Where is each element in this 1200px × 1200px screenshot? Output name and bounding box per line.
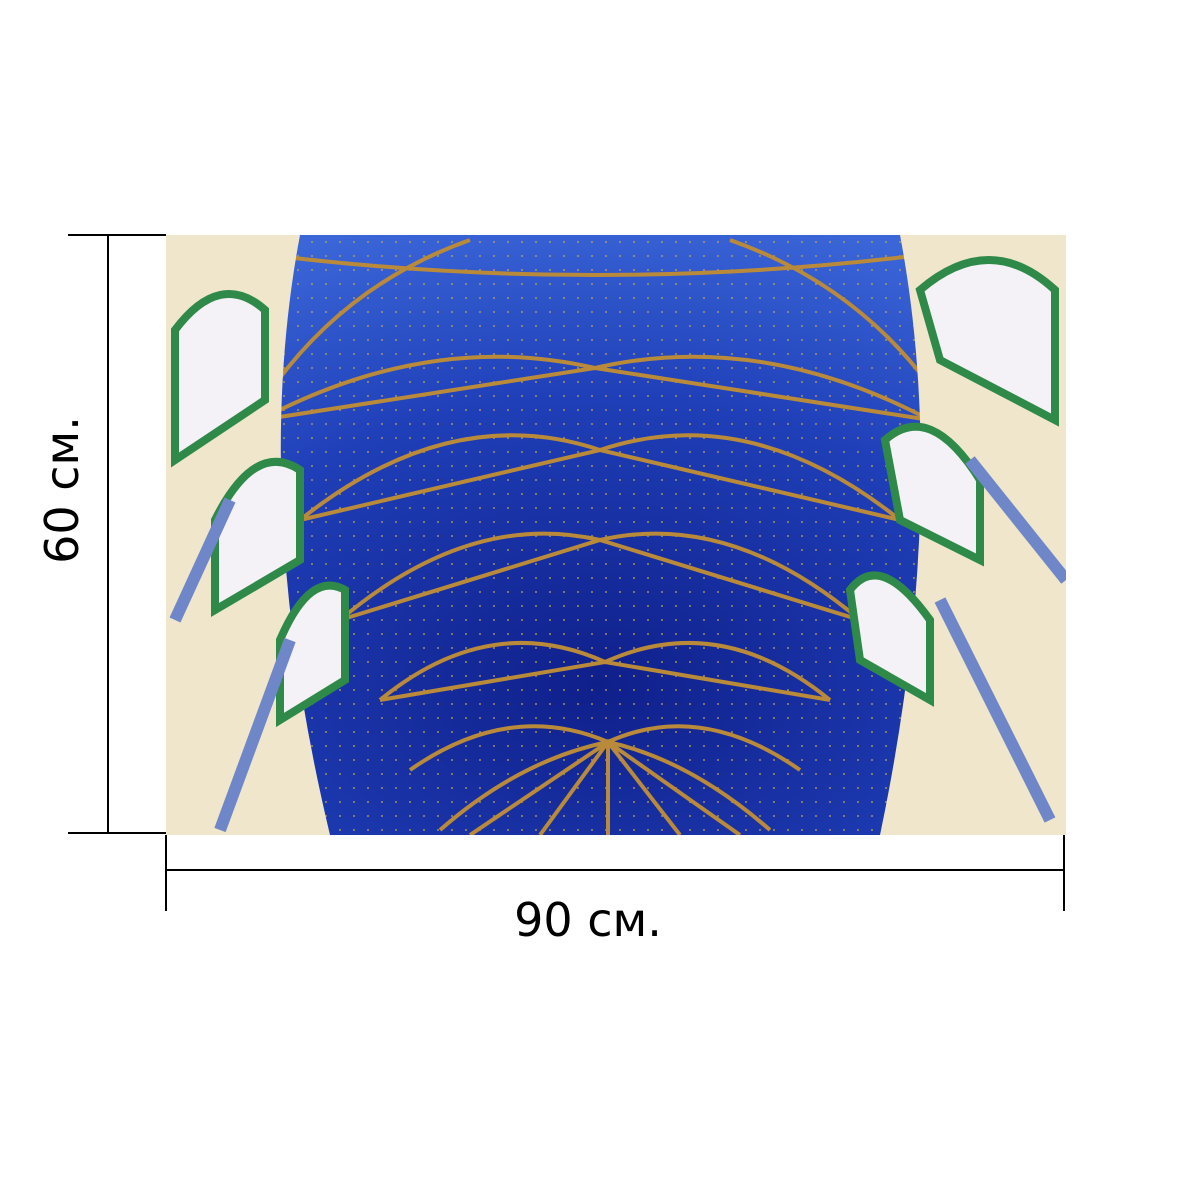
height-label: 60 см. — [35, 416, 89, 564]
product-image — [166, 235, 1066, 835]
dimension-lines — [68, 234, 1065, 911]
width-label: 90 см. — [514, 893, 662, 947]
